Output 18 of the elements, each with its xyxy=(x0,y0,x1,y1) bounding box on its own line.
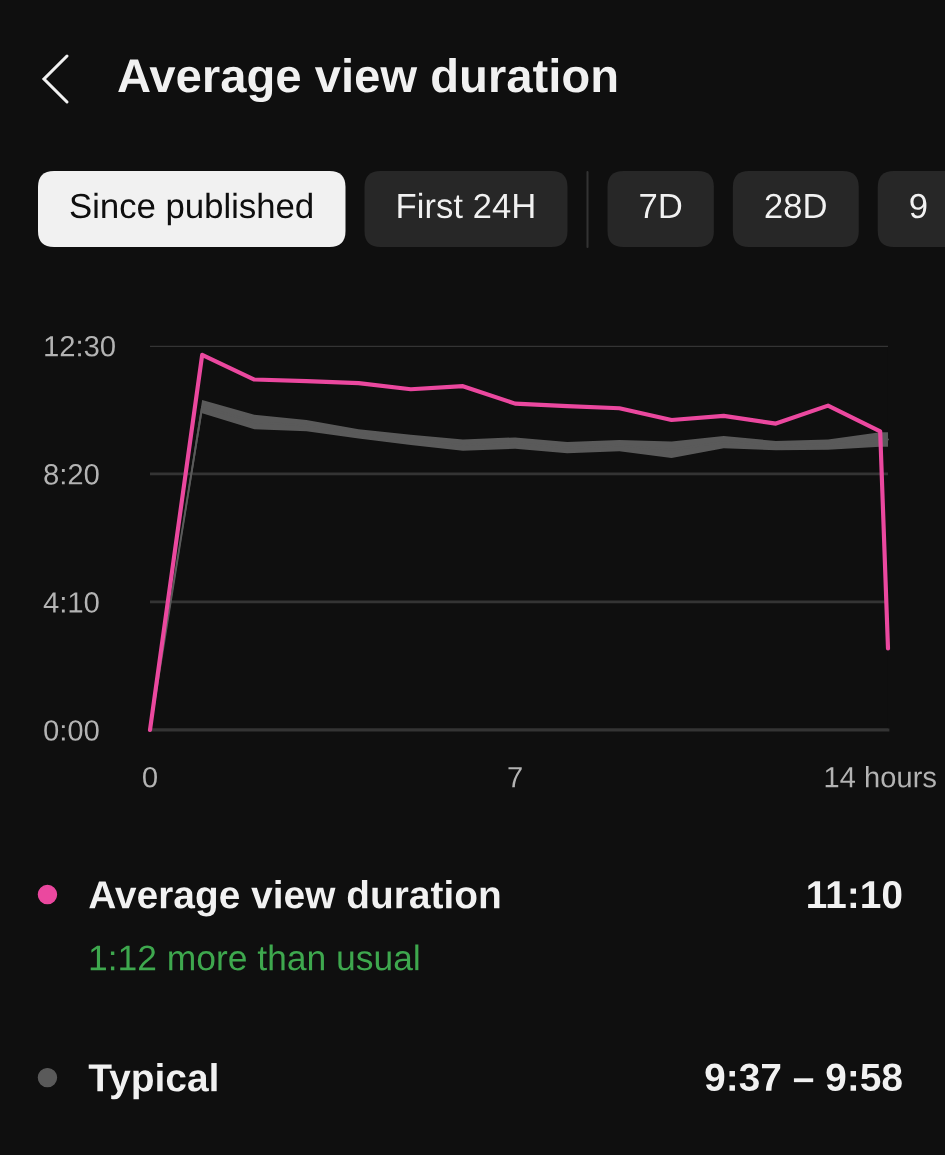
text: 9:37 – 9:58 xyxy=(705,1063,902,1092)
y-tick-label: 4:10 xyxy=(43,592,99,613)
text: Since published xyxy=(70,192,312,226)
y-tick-label: 0:00 xyxy=(44,720,99,741)
text: 7D xyxy=(640,194,682,218)
text: First 24H xyxy=(398,192,534,219)
chart-title: Average view duration xyxy=(118,57,617,103)
legend-label: Average view duration xyxy=(89,880,500,917)
y-tick-label: 8:20 xyxy=(44,464,99,485)
y-tick-label: 12:30 xyxy=(45,335,115,357)
x-tick-label: 0 xyxy=(143,766,157,788)
text: 1:12 more than usual xyxy=(90,944,419,971)
legend-label: Typical xyxy=(88,1063,217,1100)
text: 28D xyxy=(765,193,826,219)
text: 11:10 xyxy=(808,880,902,909)
text: 9 xyxy=(910,193,927,219)
x-tick-label: 7 xyxy=(508,767,522,788)
x-tick-label: 14 hours xyxy=(825,766,936,788)
